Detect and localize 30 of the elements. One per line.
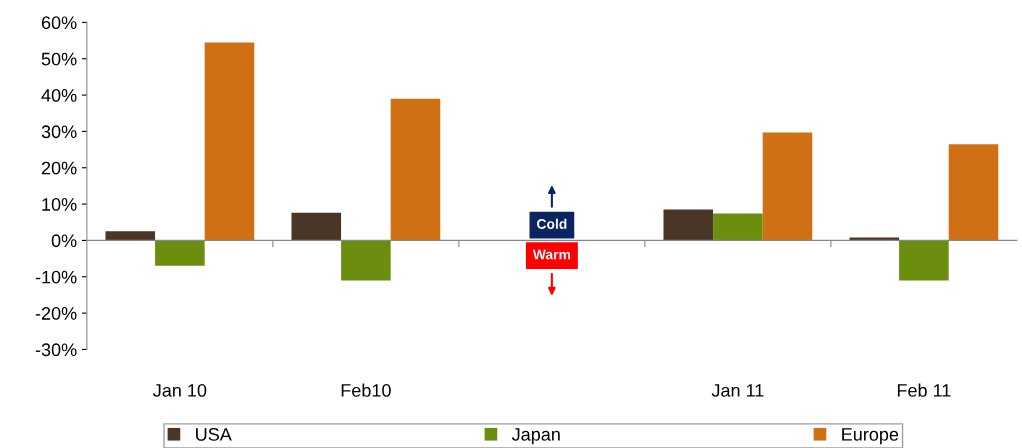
bar [762, 132, 813, 241]
y-tick-label: 30% [41, 125, 77, 139]
annotation: Cold [537, 218, 567, 229]
x-tick-label: Jan 11 [711, 384, 764, 397]
x-tick-label: Jan 10 [153, 384, 207, 397]
bar [155, 240, 205, 266]
bar [341, 240, 391, 281]
y-tick-label: -10% [35, 270, 77, 284]
y-tick-label: 50% [41, 52, 77, 66]
y-tick-label: -20% [35, 307, 77, 320]
bar [204, 42, 255, 241]
x-tick-label: Feb10 [341, 383, 391, 397]
y-tick-label: -30% [35, 343, 77, 357]
legend-label: Japan [511, 428, 560, 445]
y-tick-label: 10% [42, 198, 77, 211]
bar [105, 231, 156, 241]
bar [663, 209, 714, 241]
y-tick-label: 0% [51, 234, 77, 248]
bar [948, 144, 999, 241]
y-tick-label: 20% [41, 161, 77, 175]
bar [713, 213, 763, 241]
bar [291, 212, 342, 241]
y-tick-label: 40% [41, 89, 77, 102]
x-tick-label: Feb 11 [897, 383, 951, 397]
legend-label: Europe [842, 428, 899, 445]
annotation: Warm [532, 249, 571, 260]
bar [390, 98, 441, 241]
bar [899, 240, 949, 281]
legend-label: USA [196, 427, 232, 441]
y-tick-label: 60% [41, 16, 77, 30]
